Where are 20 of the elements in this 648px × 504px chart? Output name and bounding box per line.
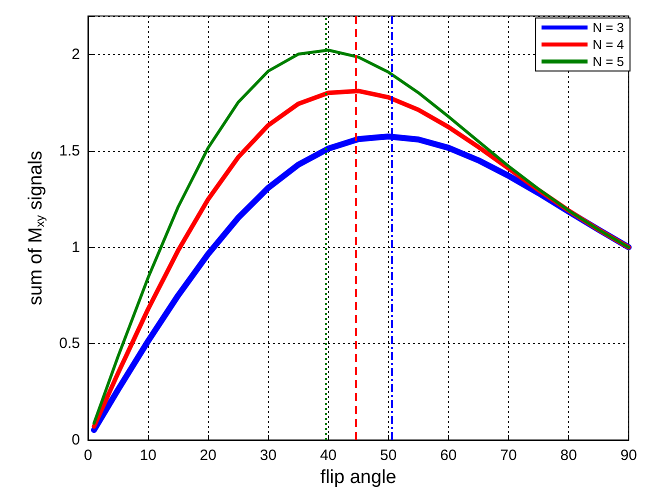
x-tick-label: 0: [84, 447, 92, 464]
x-tick-label: 60: [440, 447, 457, 464]
legend-label: N = 4: [592, 37, 624, 52]
x-tick-label: 90: [620, 447, 637, 464]
x-tick-label: 50: [380, 447, 397, 464]
y-tick-label: 1.5: [59, 142, 80, 160]
x-tick-label: 30: [260, 447, 277, 464]
legend-label: N = 3: [592, 20, 624, 35]
x-tick-label: 70: [500, 447, 517, 464]
x-tick-label: 20: [200, 447, 216, 464]
y-axis-title: sum of Mxy signals: [26, 150, 47, 306]
x-axis-title: flip angle: [320, 466, 396, 488]
y-tick-label: 0: [72, 432, 80, 448]
legend-label: N = 5: [592, 54, 624, 69]
y-tick-label: 1: [72, 238, 80, 256]
y-tick-label: 0.5: [59, 335, 80, 352]
x-tick-label: 10: [140, 447, 156, 464]
x-tick-label: 40: [320, 447, 337, 464]
y-tick-label: 2: [72, 46, 80, 64]
x-tick-label: 80: [560, 447, 577, 464]
